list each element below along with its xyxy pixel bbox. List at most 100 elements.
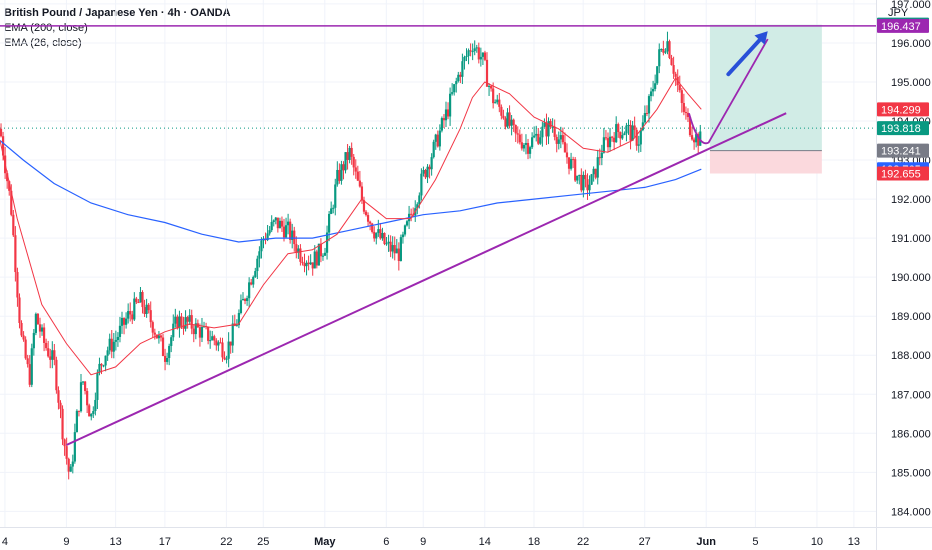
candle-body bbox=[248, 282, 251, 299]
candle-body bbox=[315, 251, 318, 266]
time-tick-label: 9 bbox=[420, 536, 426, 548]
candle-body bbox=[303, 263, 306, 267]
candle-body bbox=[430, 157, 433, 170]
candle-body bbox=[672, 65, 675, 74]
candle-body bbox=[270, 221, 273, 231]
candle-body bbox=[122, 317, 126, 325]
candle-body bbox=[666, 41, 669, 52]
candle-body bbox=[498, 99, 501, 107]
candle-body bbox=[420, 173, 423, 196]
candle-body bbox=[362, 200, 366, 212]
candle-body bbox=[479, 56, 482, 60]
candle-body bbox=[293, 230, 296, 245]
candle-body bbox=[45, 342, 48, 349]
candle-body bbox=[346, 152, 349, 160]
candle-body bbox=[55, 359, 58, 391]
time-tick-label: 4 bbox=[2, 536, 8, 548]
candle-body bbox=[399, 237, 402, 261]
candle-body bbox=[448, 93, 452, 117]
candle-body bbox=[459, 74, 462, 77]
candle-body bbox=[695, 134, 698, 143]
candle-body bbox=[434, 134, 437, 142]
candle-body bbox=[118, 325, 122, 337]
candle-body bbox=[24, 339, 27, 359]
candle-body bbox=[366, 215, 370, 222]
candle-body bbox=[174, 316, 177, 324]
candle-body bbox=[241, 298, 245, 301]
candle-body bbox=[502, 115, 505, 119]
candle-body bbox=[342, 164, 345, 171]
candle-body bbox=[166, 357, 169, 362]
candle-body bbox=[239, 300, 243, 314]
candle-body bbox=[8, 181, 11, 191]
candle-body bbox=[572, 159, 575, 161]
candle-body bbox=[137, 302, 140, 304]
candle-body bbox=[418, 195, 421, 205]
candle-body bbox=[284, 225, 288, 238]
candle-body bbox=[129, 311, 132, 315]
candle-body bbox=[674, 73, 677, 77]
price-tick-label: 197.000 bbox=[891, 0, 931, 11]
candle-body bbox=[163, 355, 167, 362]
candle-body bbox=[383, 232, 386, 244]
candle-body bbox=[401, 234, 405, 238]
candle-body bbox=[637, 144, 640, 146]
candle-body bbox=[153, 332, 156, 335]
candle-body bbox=[405, 221, 409, 226]
candle-body bbox=[141, 292, 144, 308]
candle-body bbox=[237, 313, 240, 326]
candle-body bbox=[375, 232, 378, 239]
candle-body bbox=[541, 126, 544, 138]
currency-label: JPY bbox=[888, 7, 909, 19]
candle-body bbox=[539, 137, 542, 144]
candle-body bbox=[438, 130, 441, 147]
candle-body bbox=[272, 220, 275, 222]
candle-body bbox=[102, 365, 105, 367]
price-tag bbox=[877, 121, 929, 136]
candle-body bbox=[20, 322, 23, 336]
candle-body bbox=[90, 413, 93, 417]
candle-body bbox=[352, 156, 355, 168]
candle-body bbox=[490, 85, 493, 89]
candle-body bbox=[424, 170, 427, 178]
candle-body bbox=[598, 157, 601, 159]
candle-body bbox=[332, 207, 335, 209]
candle-body bbox=[625, 125, 628, 134]
candle-body bbox=[159, 335, 163, 338]
candle-body bbox=[512, 119, 515, 126]
candle-body bbox=[319, 243, 323, 257]
candle-body bbox=[354, 167, 357, 172]
candle-body bbox=[436, 134, 439, 147]
candle-body bbox=[268, 230, 271, 234]
candle-body bbox=[317, 243, 320, 266]
candle-body bbox=[6, 173, 9, 182]
candle-body bbox=[621, 135, 624, 139]
candle-body bbox=[188, 315, 191, 322]
candle-body bbox=[287, 221, 290, 226]
candle-body bbox=[371, 223, 374, 232]
candle-body bbox=[145, 304, 148, 314]
candle-body bbox=[537, 133, 540, 144]
candle-body bbox=[475, 47, 478, 49]
candle-body bbox=[473, 48, 476, 52]
ema200-line bbox=[0, 140, 702, 243]
candle-body bbox=[369, 221, 372, 224]
candle-body bbox=[565, 152, 569, 158]
candle-body bbox=[662, 49, 665, 53]
candle-body bbox=[186, 317, 189, 322]
candle-body bbox=[114, 340, 117, 342]
candle-body bbox=[487, 85, 491, 87]
candle-body bbox=[483, 52, 487, 60]
candle-body bbox=[627, 124, 630, 126]
candle-body bbox=[356, 171, 359, 181]
candle-body bbox=[524, 143, 528, 145]
candle-body bbox=[514, 125, 517, 134]
candle-body bbox=[225, 358, 228, 360]
candle-body bbox=[643, 113, 647, 123]
candle-body bbox=[686, 112, 690, 118]
candle-body bbox=[252, 276, 255, 285]
candle-body bbox=[47, 348, 50, 357]
candle-body bbox=[543, 122, 546, 127]
candle-body bbox=[289, 221, 292, 240]
